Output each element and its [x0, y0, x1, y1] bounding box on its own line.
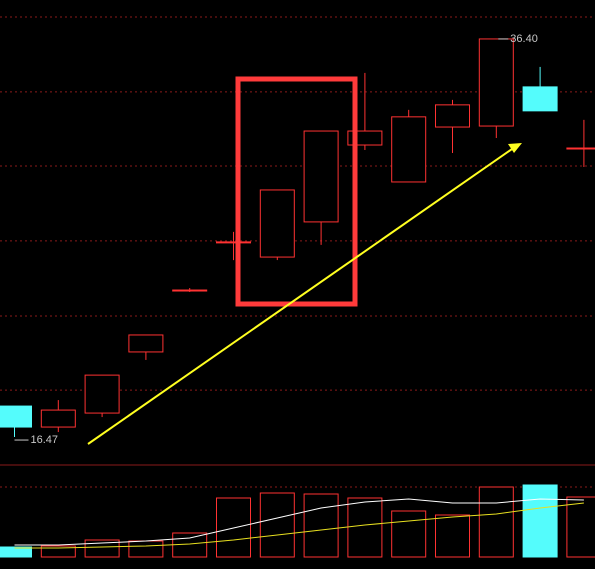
- candle-body: [84, 374, 120, 414]
- volume-average-line: [14, 498, 584, 546]
- labels: 36.40 16.47: [14, 33, 538, 446]
- volume-bar: [522, 484, 558, 558]
- volume-bar: [128, 540, 164, 558]
- high-label: 36.40: [510, 33, 538, 45]
- volume-bar: [0, 546, 32, 558]
- volume-bar: [435, 514, 470, 558]
- highlight-box: [235, 76, 358, 307]
- candles: [0, 38, 595, 438]
- volume-bar: [216, 497, 251, 558]
- candle-body: [128, 334, 164, 353]
- candle-body: [40, 409, 76, 428]
- candle-body: [391, 116, 427, 183]
- candle-body: [259, 189, 295, 258]
- candle-body: [216, 241, 251, 244]
- trend-arrow-head: [508, 143, 522, 153]
- volume-bar: [84, 539, 120, 558]
- candle-body: [435, 104, 470, 128]
- candle-body: [478, 38, 514, 127]
- volume-bar: [391, 510, 427, 558]
- volume-bar: [566, 496, 595, 558]
- candle-body: [172, 289, 208, 292]
- volume-panel: [0, 484, 595, 558]
- candle-body: [0, 405, 32, 428]
- trend-arrow: [87, 148, 513, 445]
- candle-body: [566, 147, 595, 150]
- low-label: 16.47: [31, 434, 59, 446]
- volume-bar: [259, 492, 295, 558]
- volume-bar: [478, 486, 514, 558]
- candle-body: [522, 86, 558, 112]
- volume-average-line: [14, 502, 584, 549]
- volume-bar: [40, 545, 76, 558]
- volume-bar: [347, 497, 383, 558]
- candle-body: [303, 130, 339, 223]
- volume-bar: [303, 493, 339, 558]
